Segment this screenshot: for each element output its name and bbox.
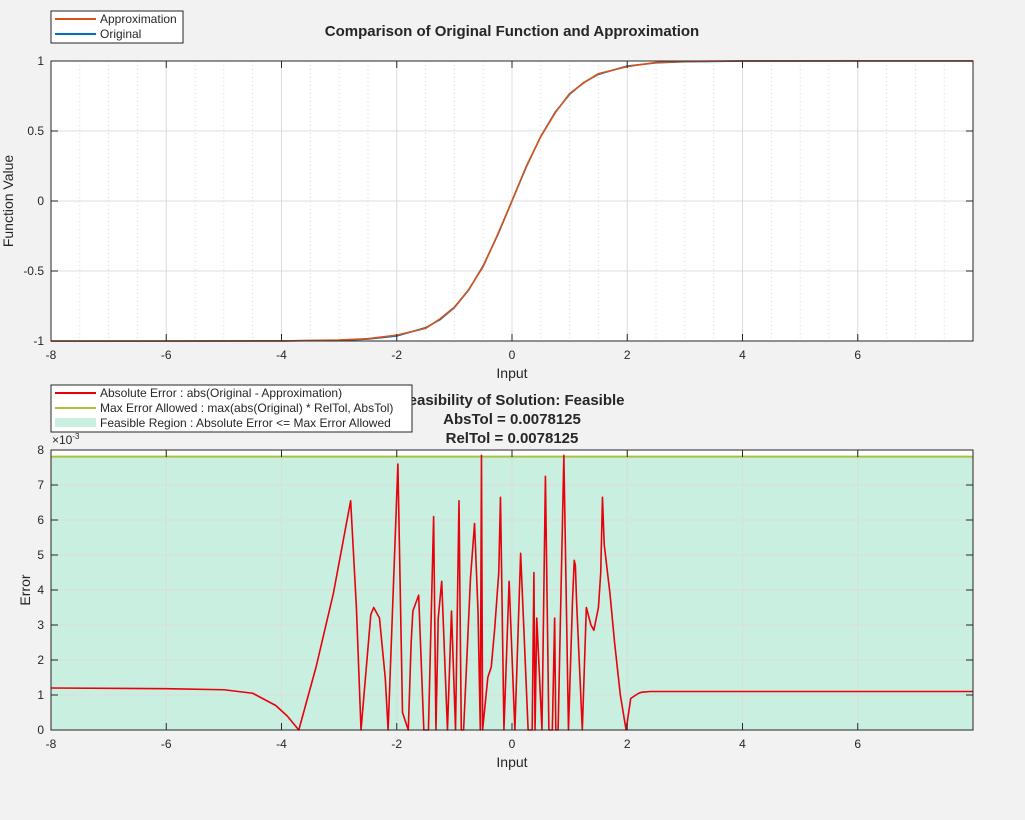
top-x-tick-label: 0 [509,348,516,362]
bottom-axes: -8 -6 -4 -2 0 2 4 6 0 1 2 3 4 5 6 7 8 ×10-3 Feasibility … [17,384,974,770]
bottom-ticks: -8 -6 -4 -2 0 2 4 6 0 1 2 3 4 5 6 7 8 [37,443,973,751]
bottom-y-tick-label: 5 [37,548,44,562]
top-x-tick-label: -8 [46,348,57,362]
bottom-grid [51,450,973,730]
top-x-tick-label: -4 [276,348,287,362]
bottom-title-line-2: AbsTol = 0.0078125 [443,411,581,428]
top-y-tick-label: 0 [37,194,44,208]
bottom-x-tick-label: -4 [276,737,287,751]
bottom-y-exponent-power: -3 [72,432,80,441]
top-legend-box [50,10,184,44]
top-x-tick-label: 4 [739,348,746,362]
legend-label-feasible-region: Feasible Region : Absolute Error <= Max … [100,416,391,430]
bottom-series-lines [50,454,973,731]
bottom-y-tick-label: 3 [37,618,44,632]
bottom-y-tick-label: 4 [37,583,44,597]
top-y-tick-label: -1 [33,334,44,348]
top-legend[interactable]: Approximation Original [50,10,184,44]
legend-label-original: Original [100,27,141,41]
bottom-y-tick-label: 2 [37,653,44,667]
legend-label-approximation: Approximation [100,12,177,26]
bottom-title-line-3: RelTol = 0.0078125 [446,430,579,447]
series-line-approximation [51,60,973,342]
top-x-tick-label: 2 [624,348,631,362]
bottom-y-tick-label: 6 [37,513,44,527]
top-grid [51,61,973,341]
bottom-x-tick-label: -8 [46,737,57,751]
top-y-axis-label: Function Value [0,155,16,248]
top-ticks: -8 -6 -4 -2 0 2 4 6 -1 -0.5 0 0.5 1 [23,54,973,362]
bottom-y-tick-label: 0 [37,723,44,737]
bottom-y-exponent: ×10-3 [52,432,80,447]
bottom-y-tick-label: 7 [37,478,44,492]
top-series-lines [51,60,973,342]
top-x-tick-label: 6 [854,348,861,362]
bottom-x-tick-label: 2 [624,737,631,751]
bottom-x-tick-label: -6 [161,737,172,751]
bottom-y-tick-label: 1 [37,688,44,702]
top-x-axis-label: Input [496,365,527,381]
bottom-legend[interactable]: Absolute Error : abs(Original - Approxim… [50,384,413,433]
bottom-x-tick-label: 4 [739,737,746,751]
top-x-tick-label: -6 [161,348,172,362]
top-y-tick-label: -0.5 [23,264,44,278]
legend-label-max-error-allowed: Max Error Allowed : max(abs(Original) * … [100,401,393,415]
bottom-y-tick-label: 8 [37,443,44,457]
bottom-title-line-1: Feasibility of Solution: Feasible [399,392,624,409]
top-axes: -8 -6 -4 -2 0 2 4 6 -1 -0.5 0 0.5 1 Comparison of Or… [0,10,974,381]
bottom-x-tick-label: 6 [854,737,861,751]
top-y-tick-label: 0.5 [27,124,44,138]
bottom-x-tick-label: 0 [509,737,516,751]
top-chart-title: Comparison of Original Function and Appr… [325,23,699,40]
bottom-legend-box [50,384,413,433]
bottom-x-tick-label: -2 [391,737,402,751]
bottom-x-axis-label: Input [496,754,527,770]
bottom-y-axis-label: Error [17,574,33,605]
legend-swatch-feasible-region [55,418,96,427]
legend-label-absolute-error: Absolute Error : abs(Original - Approxim… [100,386,342,400]
series-line-absolute-error [50,454,973,731]
top-y-tick-label: 1 [37,54,44,68]
top-x-tick-label: -2 [391,348,402,362]
